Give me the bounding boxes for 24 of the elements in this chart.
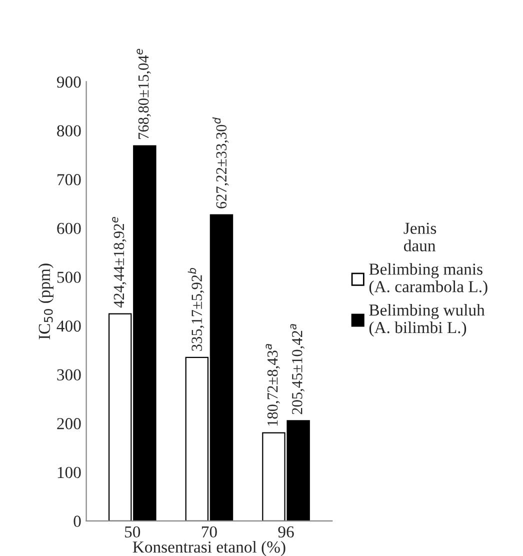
data-label: 424,44±18,92$^{e}$: [112, 216, 126, 308]
y-tick-label: 500: [57, 272, 81, 283]
y-tick-label: 400: [56, 320, 81, 332]
y-tick-label: 800: [57, 125, 81, 136]
y-tick-label: 700: [58, 174, 81, 186]
data-label: 205,45±10,42$^{a}$: [290, 324, 305, 414]
y-tick-label: 100: [58, 466, 81, 478]
data-label: 335,17±5,92$^{b}$: [188, 268, 204, 351]
x-axis-title: Konsentrasi etanol (%): [132, 540, 286, 556]
y-tick-label: 300: [57, 369, 81, 381]
x-tick-label: 96: [278, 526, 294, 538]
legend-title: Jenis daun: [404, 222, 436, 252]
y-tick-label: 600: [57, 222, 81, 234]
x-tick-label: 50: [125, 526, 140, 538]
y-tick-label: 900: [56, 76, 81, 88]
data-label: 627,22±33,30$^{d}$: [212, 117, 229, 208]
y-tick-label: 200: [57, 418, 81, 430]
legend-label: Belimbing wuluh (A. bilimbi L.): [369, 304, 485, 337]
data-label: 768,80±15,04$^{e}$: [136, 48, 151, 139]
legend-label: Belimbing manis (A. carambola L.): [369, 263, 488, 296]
data-label: 180,72±8,43$^{a}$: [266, 344, 280, 426]
y-tick-label: 0: [74, 516, 81, 527]
x-tick-label: 70: [202, 526, 217, 538]
y-axis-title: IC$_{50}$ (ppm): [38, 264, 54, 340]
